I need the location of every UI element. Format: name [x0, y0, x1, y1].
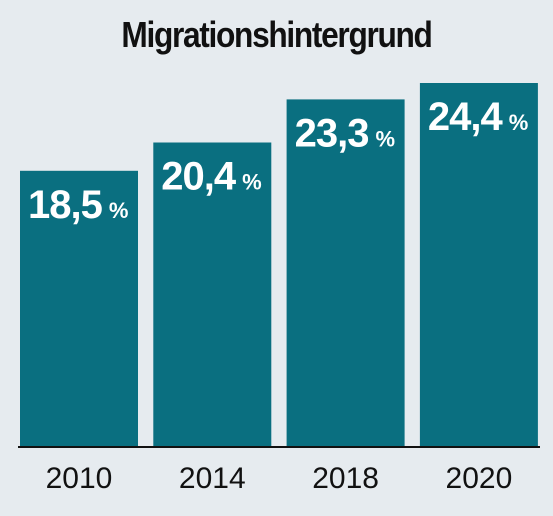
value-label-2014: 20,4%: [161, 155, 261, 199]
value-number: 18,5: [28, 183, 103, 227]
value-label-2020: 24,4%: [428, 95, 528, 139]
x-tick-label-2014: 2014: [179, 462, 246, 495]
bar-2014: [153, 142, 272, 446]
value-number: 23,3: [295, 111, 369, 155]
bar-2018: [286, 99, 405, 447]
x-tick-label-2010: 2010: [46, 462, 113, 495]
value-unit: %: [509, 110, 529, 135]
value-label-2018: 23,3%: [295, 111, 395, 155]
bar-2020: [419, 83, 538, 446]
value-unit: %: [242, 170, 262, 195]
bar-2010: [20, 170, 138, 447]
chart-title: Migrationshintergrund: [121, 14, 433, 55]
value-number: 20,4: [161, 155, 237, 199]
value-label-2010: 18,5%: [28, 183, 128, 227]
value-number: 24,4: [428, 95, 504, 139]
value-unit: %: [109, 198, 129, 223]
value-unit: %: [375, 126, 395, 151]
x-tick-label-2018: 2018: [312, 462, 379, 495]
x-tick-label-2020: 2020: [446, 462, 513, 495]
